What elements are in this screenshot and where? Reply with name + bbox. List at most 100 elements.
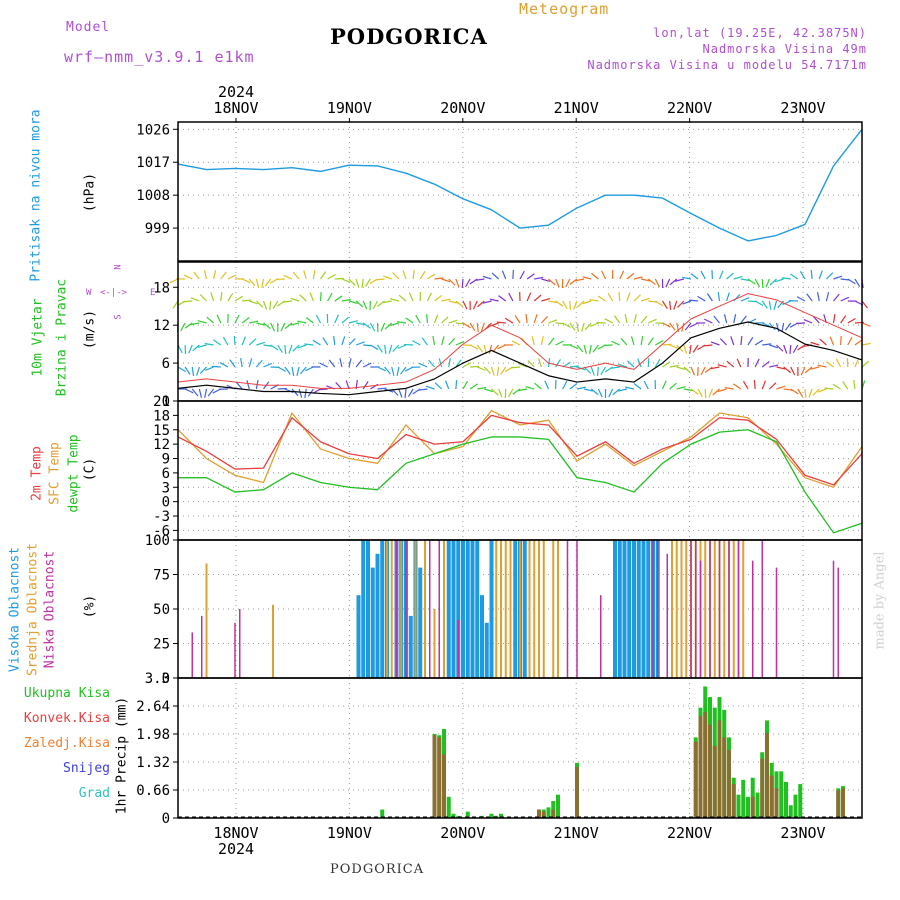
legend-total-rain: Ukupna Kisa [23,686,110,701]
cloud-bar-visoka [356,595,361,678]
precip-bar-convective [769,775,774,818]
precip-bar-total [779,771,784,818]
cloud-bar-srednja [671,540,673,678]
wind-barb [840,335,842,346]
wind-barb [433,314,439,324]
model-label: Model [66,20,111,35]
wind-barb [508,388,514,398]
dewpt-temp-line [178,429,863,534]
cloud-bar-srednja [272,604,274,678]
wind-barb [861,342,871,346]
precip-bar-convective [698,716,703,818]
wind-barb [492,344,500,353]
legend-snow: Snijeg [63,761,110,776]
wind-barb [392,344,400,353]
wind-barb [854,358,860,368]
wind-barb [817,364,827,368]
wind-barb [441,278,451,283]
wind-barb [619,270,625,280]
wind-barb [689,299,699,302]
wind-barb [190,322,200,326]
top-day-label: 19NOV [327,99,372,117]
wind-barb [562,300,568,310]
precip-bar-convective [693,741,698,818]
legend-freezing-rain: Zaledj.Kisa [23,736,110,751]
wind-barb [263,344,273,347]
wind-barb [573,300,578,310]
wind-barb [408,292,414,302]
ytick-label-precipitation: 0.66 [136,783,170,799]
wind-barb [199,366,207,374]
cloud-bar-srednja [424,540,426,678]
wind-barb [462,322,471,329]
wind-barb [704,366,713,373]
wind-barb [818,270,823,280]
wind-barb [669,300,672,311]
cloud-bar-niska [652,540,654,678]
ytick-label-clouds: 50 [153,602,170,618]
wind-barb [525,313,528,324]
wind-barb [812,315,820,324]
wind-barb [183,300,193,303]
wind-barb [555,278,560,288]
wind-barb [676,366,686,371]
wind-barb [412,340,421,346]
wind-barb [829,336,835,346]
wind-barb [304,343,314,346]
wind-barb [607,292,614,302]
precip-bar-total [380,809,385,818]
wind-barb [569,383,578,390]
cloud-bar-srednja [732,540,735,678]
wind-barb [484,388,494,393]
cloud-bar-niska [752,560,754,678]
wind-barb [210,292,215,302]
wind-barb [284,366,291,375]
legend-convective-rain: Konvek.Kisa [23,711,110,726]
wind-barb [501,270,507,280]
wind-barb [498,295,507,302]
cloud-bar-visoka [475,540,480,678]
wind-barb [397,320,407,324]
wind-barb [611,340,620,346]
wind-barb [754,339,764,346]
wind-barb [783,344,788,354]
wind-barb [469,344,479,350]
wind-barb [669,364,679,368]
wind-barb [514,315,521,324]
compass-arrows: <-|-> [100,288,128,298]
wind-barb [220,271,227,280]
precip-bar-convective [727,750,731,818]
wind-barb [248,358,253,368]
wind-barb [283,300,293,303]
wind-barb [220,291,223,302]
wind-barb [776,344,784,352]
wind-barb [204,342,214,346]
wind-barb [569,300,572,311]
wind-barb [339,358,343,368]
wind-barb [683,366,692,374]
wind-barb [654,278,660,288]
wind-barb [400,366,407,375]
wind-barb [377,344,384,353]
wind-barb [730,336,735,346]
precip-bar-convective [541,811,546,818]
wind-barb [526,292,532,302]
wind-barb [633,294,641,302]
wind-barb [637,358,642,368]
wind-barb [591,272,599,280]
bottom-day-label: 23NOV [780,824,825,842]
cloud-bar-niska [690,540,692,678]
wind-barb [248,338,257,346]
wind-barb [534,276,544,280]
cloud-bar-srednja [400,540,403,678]
precip-bar-convective [575,767,579,818]
wind-barb [633,276,643,280]
wind-barb [718,270,724,280]
wind-barb [392,272,400,280]
wind-barb [496,366,500,376]
cloud-bar-niska [837,567,839,678]
wind-barb [184,322,193,329]
wind-barb [444,380,450,390]
cloud-bar-srednja [528,540,531,678]
wind-barb [425,385,435,390]
